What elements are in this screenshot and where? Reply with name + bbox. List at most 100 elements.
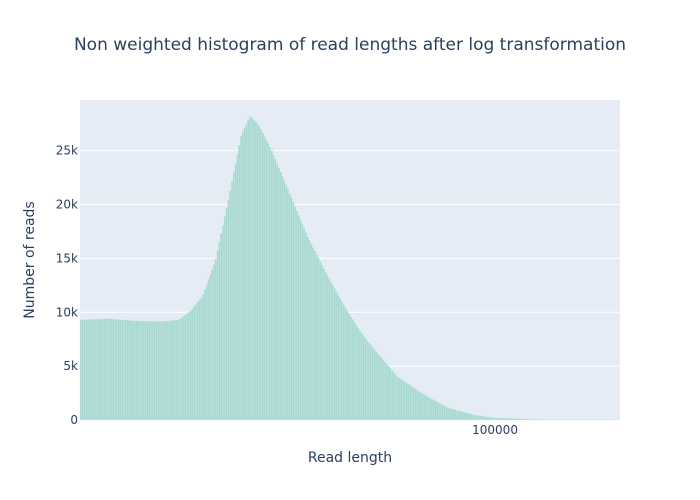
- histogram-bar: [294, 206, 297, 421]
- histogram-bar: [220, 233, 223, 421]
- histogram-bar: [258, 125, 261, 421]
- histogram-bar: [394, 374, 397, 421]
- histogram-bar: [121, 319, 124, 421]
- histogram-bar: [430, 398, 433, 421]
- histogram-bar: [486, 416, 489, 421]
- histogram-bar: [247, 119, 250, 421]
- histogram-bar: [135, 320, 138, 421]
- histogram-bar: [229, 190, 232, 421]
- histogram-bar: [342, 304, 345, 421]
- histogram-bar: [171, 320, 174, 421]
- histogram-bar: [240, 136, 243, 421]
- histogram-bar: [79, 319, 82, 421]
- histogram-bar: [490, 417, 493, 421]
- histogram-bar: [245, 123, 248, 421]
- histogram-bar: [331, 285, 334, 421]
- histogram-bar: [187, 312, 190, 421]
- histogram-bar: [182, 316, 185, 421]
- histogram-bar: [537, 419, 540, 421]
- histogram-bar: [414, 388, 417, 421]
- histogram-bar: [151, 321, 154, 421]
- histogram-bar: [533, 419, 536, 421]
- histogram-bar: [369, 344, 372, 421]
- histogram-bar: [254, 121, 257, 421]
- histogram-bar: [488, 416, 491, 421]
- histogram-bar: [380, 357, 383, 421]
- histogram-bar: [166, 320, 169, 421]
- histogram-bar: [270, 150, 273, 421]
- histogram-bar: [88, 319, 91, 421]
- histogram-bar: [510, 418, 513, 421]
- histogram-bar: [96, 318, 99, 421]
- histogram-bar: [531, 419, 534, 421]
- histogram-bar: [252, 119, 255, 421]
- histogram-bar: [196, 301, 199, 421]
- histogram-bar: [349, 316, 352, 421]
- histogram-bar: [452, 409, 455, 421]
- histogram-bar: [83, 319, 86, 421]
- histogram-bar: [243, 127, 246, 421]
- histogram-bar: [484, 416, 487, 421]
- histogram-bar: [526, 419, 529, 421]
- histogram-bar: [384, 361, 387, 421]
- histogram-bar: [378, 355, 381, 421]
- histogram-bar: [180, 317, 183, 421]
- histogram-bar: [209, 274, 212, 421]
- histogram-bar: [492, 417, 495, 421]
- histogram-bar: [288, 193, 291, 421]
- histogram-bar: [319, 261, 322, 421]
- histogram-bar: [497, 417, 500, 421]
- histogram-bar: [162, 321, 165, 421]
- histogram-bar: [268, 146, 271, 421]
- histogram-bar: [468, 413, 471, 421]
- histogram-bar: [459, 411, 462, 421]
- histogram-bar: [472, 414, 475, 421]
- histogram-bar: [87, 319, 90, 421]
- histogram-bar: [450, 408, 453, 421]
- histogram-bar: [411, 386, 414, 421]
- histogram-bar: [513, 418, 516, 421]
- histogram-bar: [193, 306, 196, 421]
- histogram-bar: [339, 298, 342, 421]
- histogram-bar: [454, 409, 457, 421]
- histogram-bar: [519, 418, 522, 421]
- histogram-bar: [443, 405, 446, 421]
- y-axis-title: Number of reads: [22, 201, 38, 318]
- histogram-bar: [81, 319, 84, 421]
- histogram-bar: [297, 215, 300, 421]
- histogram-bar: [335, 291, 338, 421]
- histogram-bar: [402, 380, 405, 421]
- histogram-bar: [132, 320, 135, 421]
- histogram-bar: [447, 407, 450, 421]
- histogram-bar: [420, 392, 423, 421]
- histogram-bar: [241, 131, 244, 421]
- histogram-bar: [285, 184, 288, 421]
- histogram-bar: [276, 163, 279, 421]
- histogram-bar: [432, 399, 435, 421]
- histogram-bar: [517, 418, 520, 421]
- histogram-bar: [405, 382, 408, 421]
- histogram-bar: [114, 319, 117, 421]
- histogram-bar: [504, 418, 507, 421]
- histogram-bar: [348, 313, 351, 421]
- histogram-bar: [483, 416, 486, 421]
- histogram-bar: [227, 199, 230, 421]
- histogram-bar: [231, 181, 234, 421]
- histogram-bar: [157, 321, 160, 421]
- histogram-bar: [466, 413, 469, 421]
- histogram-bar: [310, 243, 313, 421]
- histogram-bar: [124, 320, 127, 421]
- histogram-bar: [481, 415, 484, 421]
- histogram-bar: [371, 346, 374, 421]
- histogram-bar: [393, 372, 396, 421]
- histogram-bar: [211, 269, 214, 421]
- histogram-bar: [448, 408, 451, 421]
- histogram-bar: [177, 319, 180, 421]
- histogram-bar: [328, 278, 331, 421]
- histogram-bar: [306, 236, 309, 421]
- histogram-bar: [103, 318, 106, 421]
- histogram-bar: [249, 116, 252, 421]
- histogram-bar: [303, 228, 306, 421]
- histogram-bar: [225, 207, 228, 421]
